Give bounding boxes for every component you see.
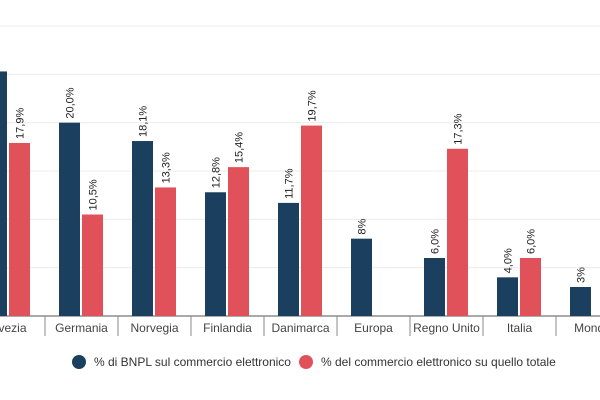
bar-ecommerce	[155, 187, 176, 316]
data-label: 11,7%	[284, 168, 296, 199]
legend-item-ecommerce[interactable]: % del commercio elettronico su quello to…	[298, 355, 556, 369]
bar-ecommerce	[520, 258, 541, 316]
bar-bnpl	[132, 141, 153, 316]
bar-bnpl	[424, 258, 445, 316]
legend: % di BNPL sul commercio elettronico % de…	[72, 355, 564, 369]
legend-item-bnpl[interactable]: % di BNPL sul commercio elettronico	[72, 355, 291, 369]
legend-swatch-ecommerce	[298, 355, 313, 369]
data-label: 17,9%	[15, 108, 27, 139]
bar-bnpl	[497, 277, 518, 316]
legend-swatch-bnpl	[72, 355, 86, 369]
bar-ecommerce	[82, 214, 103, 316]
category-label: Regno Unito	[413, 321, 480, 335]
data-label: 13,3%	[161, 152, 173, 183]
legend-label-bnpl: % di BNPL sul commercio elettronico	[94, 355, 291, 369]
data-label: 20,0%	[65, 87, 77, 118]
data-label: 4,0%	[503, 248, 515, 273]
category-label: Italia	[507, 321, 533, 335]
category-label: Mondo	[574, 321, 600, 335]
data-label: 8%	[357, 219, 369, 235]
bar-bnpl	[59, 122, 80, 317]
data-label: 6,0%	[430, 229, 442, 254]
data-label: 10,5%	[88, 179, 100, 210]
category-label: Europa	[354, 321, 393, 335]
bar-ecommerce	[9, 142, 30, 316]
data-label: 15,4%	[234, 132, 246, 163]
data-label: 18,1%	[138, 106, 150, 137]
bar-ecommerce	[447, 148, 468, 316]
category-label: Danimarca	[271, 321, 329, 335]
bar-bnpl	[278, 202, 299, 316]
data-label: 19,7%	[307, 90, 319, 121]
bar-ecommerce	[228, 167, 249, 316]
category-label: Norvegia	[130, 321, 178, 335]
bar-chart: Svezia 17,9% Germania 20,0% 10,5% Norvegia 18,…	[0, 25, 600, 336]
category-label: Svezia	[0, 321, 27, 335]
data-label: 3%	[576, 267, 588, 283]
data-label: 17,3%	[453, 113, 465, 144]
bar-bnpl	[351, 238, 372, 316]
data-label: 12,8%	[211, 157, 223, 188]
data-label: 6,0%	[526, 229, 538, 254]
bar-bnpl	[570, 287, 591, 316]
legend-label-ecommerce: % del commercio elettronico su quello to…	[320, 355, 556, 369]
category-label: Finlandia	[203, 321, 252, 335]
bar-bnpl	[205, 192, 226, 316]
category-label: Germania	[55, 321, 108, 335]
bar-ecommerce	[301, 125, 322, 316]
bar-bnpl	[0, 71, 7, 316]
